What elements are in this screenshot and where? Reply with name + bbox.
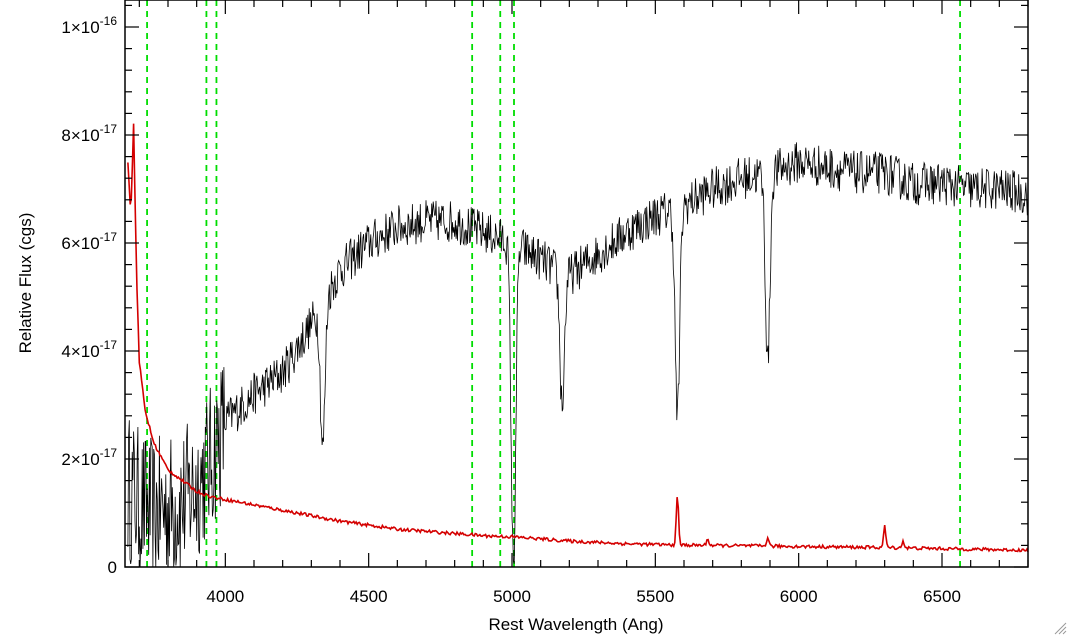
y-tick-label: 8×10-17: [61, 122, 117, 145]
spectrum-series: [127, 123, 1029, 568]
x-tick-label: 5000: [493, 587, 531, 606]
x-tick-labels: 4000 4500 5000 5500 6000 6500: [206, 587, 960, 606]
axis-ticks: [125, 0, 1029, 568]
plot-frame: [124, 0, 1029, 568]
y-tick-label: 4×10-17: [61, 338, 117, 361]
x-tick-label: 6500: [923, 587, 961, 606]
x-tick-label: 4500: [350, 587, 388, 606]
object-spectrum-line: [127, 142, 1029, 568]
y-tick-label: 0: [108, 558, 117, 577]
x-axis-label: Rest Wavelength (Ang): [488, 615, 663, 634]
y-tick-label: 1×10-16: [61, 14, 117, 37]
x-tick-label: 4000: [206, 587, 244, 606]
emission-line-markers: [146, 0, 961, 567]
y-tick-labels: 0 2×10-17 4×10-17 6×10-17 8×10-17 1×10-16: [61, 14, 117, 577]
resize-grip-icon[interactable]: [1053, 621, 1067, 635]
x-tick-label: 6000: [780, 587, 818, 606]
y-axis-label: Relative Flux (cgs): [16, 213, 35, 354]
y-tick-label: 2×10-17: [61, 446, 117, 469]
error-spectrum-line: [127, 123, 1029, 553]
x-tick-label: 5500: [636, 587, 674, 606]
y-tick-label: 6×10-17: [61, 230, 117, 253]
